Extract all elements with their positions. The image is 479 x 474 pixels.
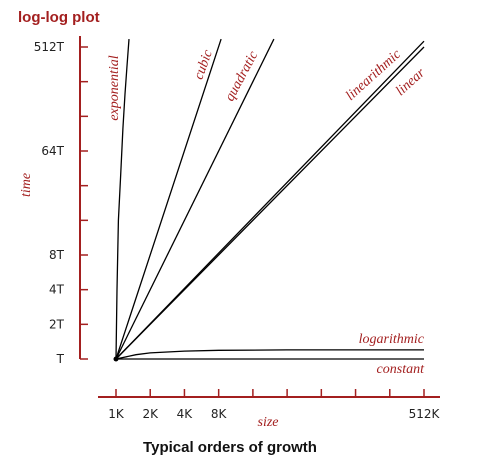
linear-label: linear: [393, 65, 428, 99]
y-tick-label: 512T: [34, 40, 65, 54]
y-axis-label: time: [19, 173, 34, 197]
x-tick-label: 1K: [108, 407, 125, 421]
y-tick-label: 2T: [49, 317, 65, 331]
quadratic-curve: [115, 38, 275, 360]
x-axis-label: size: [258, 415, 279, 430]
cubic-curve: [115, 38, 222, 360]
linear-curve: [115, 46, 425, 360]
y-tick-label: T: [56, 352, 65, 366]
chart-caption: Typical orders of growth: [143, 439, 317, 456]
curve-labels: exponential cubic quadratic linearithmiclin…: [107, 46, 429, 377]
x-tick-label: 512K: [409, 407, 441, 421]
y-tick-label: 64T: [41, 144, 64, 158]
x-axis: 1K 2K 4K 8K 512K: [98, 389, 441, 421]
x-tick-label: 2K: [142, 407, 159, 421]
y-tick-label: 4T: [49, 283, 65, 297]
linearithmic-curve: [115, 40, 425, 360]
constant-label: constant: [377, 362, 426, 377]
origin-point: [113, 356, 119, 362]
y-tick-label: 8T: [49, 248, 65, 262]
logarithmic-label: logarithmic: [359, 332, 425, 347]
x-tick-label: 4K: [177, 407, 194, 421]
x-tick-label: 8K: [211, 407, 228, 421]
growth-curves: [113, 38, 425, 362]
logarithmic-curve: [115, 349, 424, 360]
exponential-label: exponential: [107, 55, 122, 120]
exponential-curve: [115, 39, 130, 360]
chart-title: log-log plot: [18, 9, 100, 26]
y-axis: T 2T 4T 8T 64T 512T: [34, 36, 88, 366]
